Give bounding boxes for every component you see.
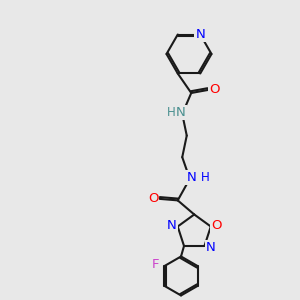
Text: N: N	[206, 241, 215, 254]
Text: H: H	[167, 106, 175, 119]
Text: F: F	[152, 258, 160, 271]
Text: O: O	[148, 192, 158, 206]
Text: H: H	[200, 171, 209, 184]
Text: N: N	[167, 218, 177, 232]
Text: N: N	[186, 171, 196, 184]
Text: N: N	[195, 28, 205, 41]
Text: O: O	[212, 218, 222, 232]
Text: N: N	[176, 106, 186, 119]
Text: O: O	[209, 83, 220, 97]
